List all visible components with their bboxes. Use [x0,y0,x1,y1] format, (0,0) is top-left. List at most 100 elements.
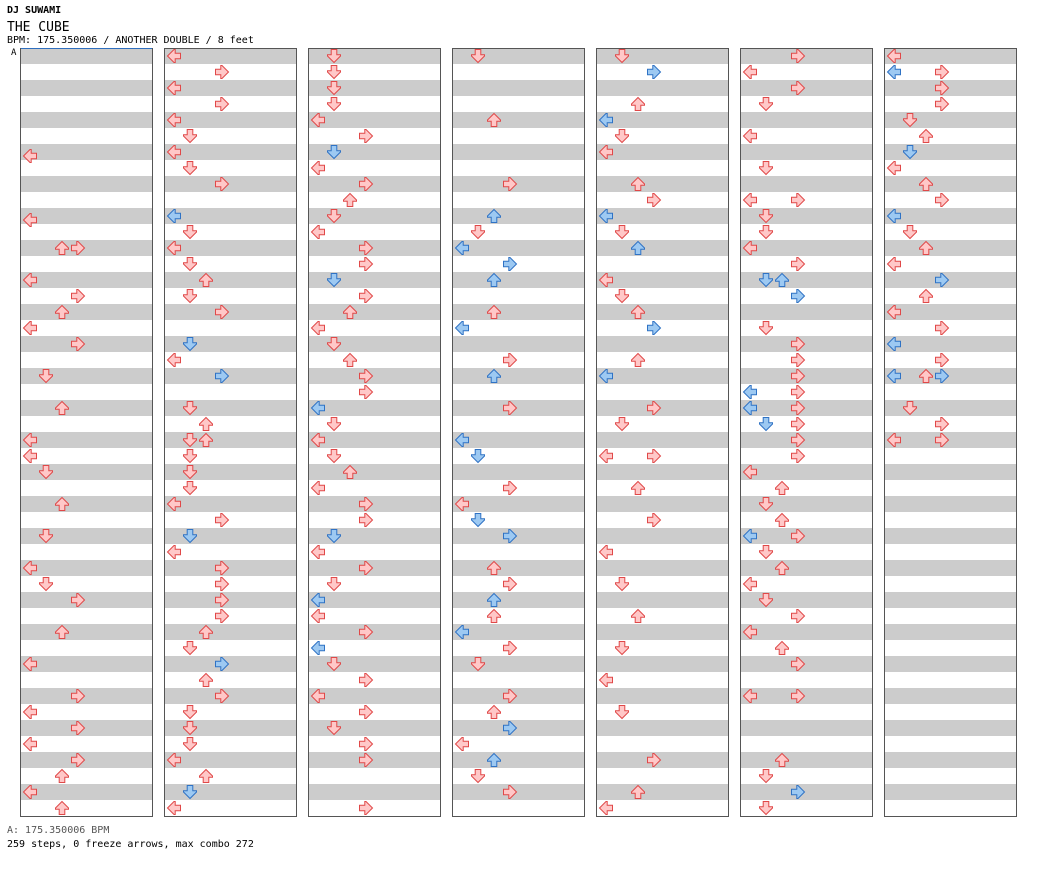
beat-stripe [20,272,152,288]
arrow-icon [22,449,37,463]
beat-stripe [308,464,440,480]
beat-stripe [20,208,152,224]
arrow-icon [615,129,629,144]
arrow-icon [55,304,69,319]
arrow-icon [183,641,197,656]
beat-stripe [596,144,728,160]
arrow-icon [22,433,37,447]
beat-stripe [164,240,296,256]
beat-stripe [596,304,728,320]
arrow-icon [310,545,325,559]
arrow-icon [791,529,806,543]
beat-stripe [740,464,872,480]
beat-stripe [164,592,296,608]
beat-stripe [740,304,872,320]
beat-stripe [20,336,152,352]
beat-stripe [596,528,728,544]
arrow-icon [327,65,341,80]
arrow-icon [22,321,37,335]
arrow-icon [935,321,950,335]
beat-stripe [452,784,584,800]
arrow-icon [791,385,806,399]
beat-stripe [308,528,440,544]
beat-stripe [452,656,584,672]
arrow-icon [166,801,181,815]
arrow-icon [310,609,325,623]
beat-stripe [596,784,728,800]
beat-stripe [596,464,728,480]
beat-stripe [740,144,872,160]
beat-stripe [596,336,728,352]
arrow-icon [454,737,469,751]
arrow-icon [327,273,341,288]
arrow-icon [775,560,789,575]
arrow-icon [199,416,213,431]
arrow-icon [919,368,933,383]
arrow-icon [359,513,374,527]
arrow-icon [166,49,181,63]
arrow-icon [791,49,806,63]
column-frame [452,48,585,817]
arrow-icon [742,689,757,703]
arrow-icon [343,192,357,207]
beat-stripe [452,144,584,160]
arrow-icon [215,177,230,191]
beat-stripe [164,336,296,352]
arrow-icon [791,337,806,351]
arrow-icon [71,593,86,607]
arrow-icon [742,465,757,479]
arrow-icon [199,272,213,287]
beat-stripe [596,592,728,608]
beat-stripe [164,144,296,160]
beat-stripe [884,656,1016,672]
beat-stripe [308,592,440,608]
arrow-icon [598,209,613,223]
beat-stripe [164,400,296,416]
arrow-icon [71,689,86,703]
beat-stripe [740,592,872,608]
beat-stripe [740,688,872,704]
beat-stripe [164,784,296,800]
arrow-icon [39,369,53,384]
arrow-icon [71,337,86,351]
arrow-icon [759,769,773,784]
beat-stripe [740,496,872,512]
arrow-icon [471,657,485,672]
beat-stripe [164,432,296,448]
beat-stripe [596,176,728,192]
arrow-icon [487,304,501,319]
arrow-icon [886,305,901,319]
beat-stripe [20,688,152,704]
arrow-icon [759,97,773,112]
beat-stripe [452,368,584,384]
beat-stripe [20,400,152,416]
arrow-icon [791,433,806,447]
beat-stripe [740,80,872,96]
arrow-icon [183,705,197,720]
beat-stripe [164,752,296,768]
arrow-icon [454,497,469,511]
beat-stripe [20,240,152,256]
arrow-icon [327,449,341,464]
beat-stripe [740,240,872,256]
arrow-icon [215,513,230,527]
arrow-icon [487,368,501,383]
arrow-icon [935,433,950,447]
column-frame [308,48,441,817]
arrow-icon [310,113,325,127]
arrow-icon [487,704,501,719]
beat-stripe [308,304,440,320]
beat-stripe [20,144,152,160]
beat-stripe [740,560,872,576]
beat-stripe [740,720,872,736]
beat-stripe [884,208,1016,224]
arrow-icon [598,273,613,287]
beat-stripe [452,752,584,768]
arrow-icon [183,433,197,448]
arrow-icon [183,529,197,544]
beat-stripe [884,624,1016,640]
beat-stripe [740,208,872,224]
beat-stripe [452,112,584,128]
arrow-icon [183,721,197,736]
beat-stripe [596,720,728,736]
